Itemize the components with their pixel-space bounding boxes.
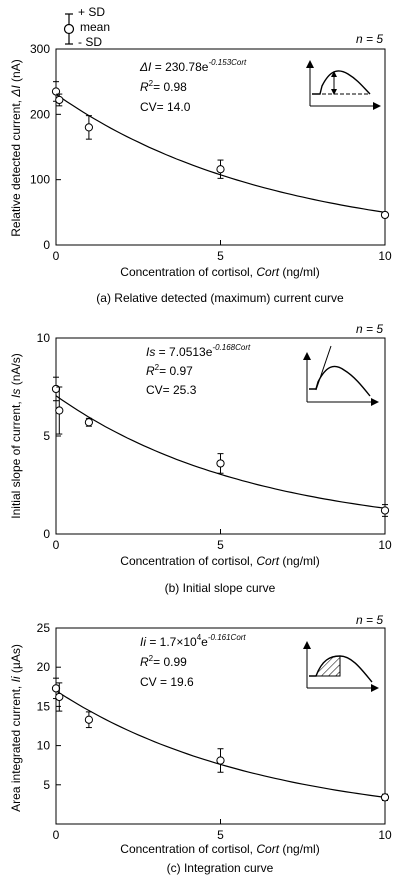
panel-b-data-point (84, 417, 94, 427)
panel-c-equation: Ii = 1.7×104e-0.161Cort (140, 633, 246, 649)
panel-a-y-tick-label: 0 (43, 238, 50, 252)
legend-plus-sd: + SD (78, 5, 105, 19)
mean-marker (51, 384, 61, 394)
panel-a-x-tick-label: 10 (378, 249, 392, 263)
mean-marker (380, 210, 390, 220)
panel-b-points (51, 376, 390, 517)
panel-c-r2: R2= 0.99 (140, 654, 187, 669)
mean-marker (84, 418, 94, 427)
panel-a-fit-curve (55, 93, 386, 213)
mean-marker (216, 459, 225, 468)
panel-c-caption: (c) Integration curve (167, 861, 274, 875)
panel-c-data-point (55, 682, 64, 712)
panel-c-y-tick-label: 25 (37, 621, 51, 635)
panel-a-inset-max-current-icon (306, 60, 381, 110)
panel-c-fit-curve (55, 690, 386, 798)
panel-a-data-point (380, 210, 390, 220)
panel-b-y-axis-label: Initial slope of current, Is (nA/s) (9, 353, 23, 518)
mean-marker (51, 684, 61, 693)
panel-a-n-label: n = 5 (356, 32, 383, 46)
panel-b-data-point (55, 386, 64, 435)
legend-minus-sd: - SD (78, 35, 102, 49)
panel-c-y-tick-label: 5 (43, 778, 50, 792)
panel-c: 0 5 10 5 10 15 20 25 n = 5 Ii = 1.7×104e-0.161C… (9, 613, 392, 875)
panel-a-points (51, 81, 390, 220)
panel-c-points (51, 677, 390, 802)
panel-c-x-tick-label: 10 (378, 828, 392, 842)
panel-c-x-tick-label: 5 (217, 828, 224, 842)
panel-a-y-axis-label: Relative detected current, ΔI (nA) (9, 59, 23, 236)
panel-b-x-tick-label: 5 (217, 538, 224, 552)
panel-c-n-label: n = 5 (356, 613, 383, 627)
legend-marker (63, 23, 75, 35)
panel-b-caption: (b) Initial slope curve (165, 581, 276, 595)
panel-c-y-tick-label: 10 (37, 739, 51, 753)
mean-marker (216, 756, 225, 765)
panel-b-x-tick-label: 10 (378, 538, 392, 552)
panel-c-data-point (84, 711, 94, 729)
panel-a-data-point (84, 115, 94, 140)
panel-b-fit-curve (55, 395, 386, 509)
mean-marker (380, 506, 390, 515)
panel-c-data-point (380, 793, 390, 802)
panel-a-x-axis-label: Concentration of cortisol, Cort (ng/ml) (120, 265, 319, 279)
panel-a-y-tick-label: 300 (30, 42, 50, 56)
panel-b-r2: R2= 0.97 (146, 363, 193, 378)
panel-a-r2: R2= 0.98 (140, 79, 187, 94)
panel-b-equation: Is = 7.0513e-0.168Cort (146, 343, 251, 359)
panel-b-n-label: n = 5 (356, 322, 383, 336)
panel-c-y-axis-label: Area integrated current, Ii (µAs) (9, 644, 23, 812)
mean-marker (84, 123, 94, 132)
panel-c-y-tick-label: 15 (37, 699, 51, 713)
panel-b-ticks: 0 5 10 0 5 10 (37, 331, 392, 552)
panel-a-x-tick-label: 0 (53, 249, 60, 263)
panel-b-data-point (216, 453, 225, 474)
panel-b-y-tick-label: 5 (43, 429, 50, 443)
mean-marker (51, 87, 61, 96)
mean-marker (380, 793, 390, 802)
sd-legend: + SD mean - SD (63, 5, 110, 49)
panel-b-x-axis-label: Concentration of cortisol, Cort (ng/ml) (120, 554, 319, 568)
panel-c-data-point (216, 748, 225, 773)
panel-c-x-axis-label: Concentration of cortisol, Cort (ng/ml) (120, 842, 319, 856)
panel-b-y-tick-label: 0 (43, 527, 50, 541)
mean-marker (55, 95, 64, 105)
panel-a-data-point (216, 159, 225, 179)
panel-c-ticks: 0 5 10 5 10 15 20 25 (37, 621, 392, 842)
panel-b-plot-area (55, 337, 386, 535)
panel-c-cv: CV = 19.6 (140, 675, 194, 689)
panel-a-y-tick-label: 100 (30, 173, 50, 187)
panel-c-y-tick-label: 20 (37, 660, 51, 674)
panel-a-x-tick-label: 5 (217, 249, 224, 263)
panel-c-x-tick-label: 0 (53, 828, 60, 842)
mean-marker (216, 165, 225, 174)
panel-b-x-tick-label: 0 (53, 538, 60, 552)
panel-a-cv: CV= 14.0 (140, 100, 191, 114)
panel-a-y-tick-label: 200 (30, 107, 50, 121)
mean-marker (55, 406, 64, 415)
panel-b-y-tick-label: 10 (37, 331, 51, 345)
panel-a-caption: (a) Relative detected (maximum) current … (96, 291, 344, 305)
panel-b: 0 5 10 0 5 10 n = 5 Is = 7.0513e-0.168Cort R2… (9, 322, 392, 595)
legend-mean: mean (80, 20, 110, 34)
panel-c-inset-integration-icon (303, 641, 379, 692)
panel-b-inset-initial-slope-icon (303, 345, 379, 406)
panel-b-cv: CV= 25.3 (146, 383, 197, 397)
mean-marker (55, 692, 64, 702)
panel-a-equation: ΔI = 230.78e-0.153Cort (139, 58, 247, 74)
panel-a-data-point (55, 93, 64, 107)
mean-marker (84, 715, 94, 724)
panel-a-plot-area (55, 48, 386, 246)
panel-b-data-point (380, 504, 390, 517)
